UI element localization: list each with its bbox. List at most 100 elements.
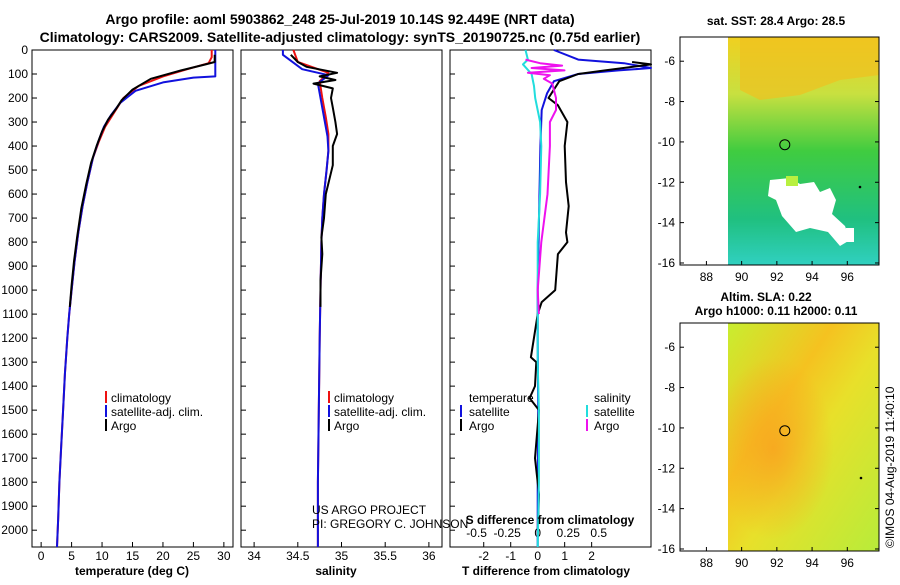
sst-warm-patch bbox=[740, 37, 879, 100]
x-tick-label: 20 bbox=[156, 549, 170, 563]
legend-t-argo-label: Argo bbox=[469, 419, 495, 433]
sla-marker-dot bbox=[859, 476, 863, 480]
credits-line-2: PI: GREGORY C. JOHNSON bbox=[312, 517, 468, 531]
credits-line-1: US ARGO PROJECT bbox=[312, 503, 427, 517]
sla-argo-marker bbox=[779, 425, 791, 437]
x-tick-label: 10 bbox=[95, 549, 109, 563]
y-tick-label: 900 bbox=[8, 259, 28, 273]
series-line-climatology bbox=[292, 49, 330, 547]
lat-tick-label: -10 bbox=[658, 421, 676, 435]
s-difference-xlabel: S difference from climatology bbox=[466, 513, 635, 527]
legend-clim-label: climatology bbox=[334, 391, 394, 405]
y-tick-label: 1000 bbox=[1, 283, 28, 297]
y-tick-label: 400 bbox=[8, 139, 28, 153]
difference-frame bbox=[449, 49, 652, 548]
lat-tick-label: -6 bbox=[664, 340, 675, 354]
series-line-satellite-adj-clim- bbox=[281, 50, 330, 547]
timestamp-stamp: ©IMOS 04-Aug-2019 11:40:10 bbox=[883, 386, 897, 548]
y-tick-label: 1100 bbox=[2, 307, 28, 321]
lat-tick-label: -16 bbox=[658, 256, 676, 270]
series-line-t-argo bbox=[528, 61, 652, 536]
x-tick-label: 25 bbox=[187, 549, 201, 563]
lat-tick-label: -12 bbox=[658, 175, 676, 189]
temperature-legend: climatology satellite-adj. clim. Argo bbox=[105, 391, 203, 433]
x-tick-label: 36 bbox=[422, 549, 436, 563]
lon-tick-label: 90 bbox=[735, 270, 749, 284]
y-tick-label: 300 bbox=[8, 115, 28, 129]
y-tick-label: 1500 bbox=[1, 403, 28, 417]
lon-tick-label: 88 bbox=[700, 270, 714, 284]
x-tick-label: 34 bbox=[247, 549, 261, 563]
y-tick-label: 1300 bbox=[1, 355, 28, 369]
lat-tick-label: -12 bbox=[658, 461, 676, 475]
sst-cloud-gap bbox=[786, 176, 798, 186]
x-tick-label: 35 bbox=[335, 549, 349, 563]
legend-s-argo-label: Argo bbox=[594, 419, 620, 433]
salinity-xlabel: salinity bbox=[315, 564, 357, 578]
y-tick-label: 700 bbox=[8, 211, 28, 225]
lat-tick-label: -14 bbox=[658, 502, 676, 516]
y-tick-label: 100 bbox=[8, 67, 28, 81]
x-tick-label: 35.5 bbox=[374, 549, 398, 563]
legend-sat-label: satellite-adj. clim. bbox=[334, 405, 426, 419]
legend-temperature-title: temperature bbox=[469, 391, 534, 405]
y-tick-label: 500 bbox=[8, 163, 28, 177]
x-tick-label: 0 bbox=[534, 549, 541, 563]
y-tick-label: 1900 bbox=[1, 499, 28, 513]
series-line-satellite-adj-clim- bbox=[56, 50, 217, 548]
salinity-legend: climatology satellite-adj. clim. Argo bbox=[328, 391, 426, 433]
lat-tick-label: -10 bbox=[658, 135, 676, 149]
sst-land-mask bbox=[680, 37, 728, 265]
legend-salinity-title: salinity bbox=[594, 391, 631, 405]
lon-tick-label: 90 bbox=[735, 556, 749, 570]
x-tick-label: -1 bbox=[505, 549, 516, 563]
lon-tick-label: 96 bbox=[841, 270, 855, 284]
series-line-argo bbox=[290, 54, 339, 307]
s-tick-label: -0.5 bbox=[466, 526, 487, 540]
lon-tick-label: 92 bbox=[770, 556, 784, 570]
y-tick-label: 1600 bbox=[1, 427, 28, 441]
temperature-xlabel: temperature (deg C) bbox=[75, 564, 189, 578]
y-tick-label: 2000 bbox=[1, 523, 28, 537]
s-tick-label: 0.25 bbox=[557, 526, 581, 540]
lon-tick-label: 94 bbox=[805, 556, 819, 570]
salinity-frame bbox=[240, 49, 443, 548]
series-line-climatology bbox=[56, 50, 213, 548]
sst-frame bbox=[679, 36, 880, 266]
sst-argo-marker bbox=[779, 139, 791, 151]
sla-map: Altim. SLA: 0.22 Argo h1000: 0.11 h2000:… bbox=[658, 290, 880, 570]
x-tick-label: 1 bbox=[561, 549, 568, 563]
x-tick-label: 0 bbox=[38, 549, 45, 563]
x-tick-label: 15 bbox=[126, 549, 140, 563]
legend-t-sat-label: satellite bbox=[469, 405, 510, 419]
y-tick-label: 1200 bbox=[1, 331, 28, 345]
lat-tick-label: -8 bbox=[664, 381, 675, 395]
series-line-argo bbox=[68, 54, 216, 307]
x-tick-label: 30 bbox=[217, 549, 231, 563]
sla-map-title-2: Argo h1000: 0.11 h2000: 0.11 bbox=[695, 304, 858, 318]
y-tick-label: 0 bbox=[21, 43, 28, 57]
sla-anomaly bbox=[728, 323, 879, 551]
s-tick-label: 0.5 bbox=[590, 526, 607, 540]
lon-tick-label: 88 bbox=[700, 556, 714, 570]
x-tick-label: 34.5 bbox=[286, 549, 310, 563]
legend-argo-label: Argo bbox=[111, 419, 137, 433]
x-tick-label: -2 bbox=[478, 549, 489, 563]
series-line-t-satellite bbox=[536, 49, 652, 547]
header-line-2: Climatology: CARS2009. Satellite-adjuste… bbox=[40, 29, 641, 45]
sst-map: sat. SST: 28.4 Argo: 28.5 88 90 92 94 96 -6 -8… bbox=[658, 14, 880, 284]
legend-clim-label: climatology bbox=[111, 391, 171, 405]
sst-map-title: sat. SST: 28.4 Argo: 28.5 bbox=[707, 14, 846, 28]
y-tick-label: 800 bbox=[8, 235, 28, 249]
lat-tick-label: -8 bbox=[664, 95, 675, 109]
y-tick-label: 1800 bbox=[1, 475, 28, 489]
lon-tick-label: 96 bbox=[841, 556, 855, 570]
legend-argo-label: Argo bbox=[334, 419, 360, 433]
legend-s-sat-label: satellite bbox=[594, 405, 635, 419]
difference-panel: -2 -1 0 1 2-0.5 -0.25 0 0.25 0.5 temperature sat… bbox=[449, 49, 652, 578]
temperature-panel: 0 5 10 15 20 25 300100200300400500600700800900… bbox=[1, 43, 234, 578]
sla-frame bbox=[679, 322, 880, 552]
y-tick-label: 1400 bbox=[1, 379, 28, 393]
temperature-frame bbox=[31, 49, 234, 548]
